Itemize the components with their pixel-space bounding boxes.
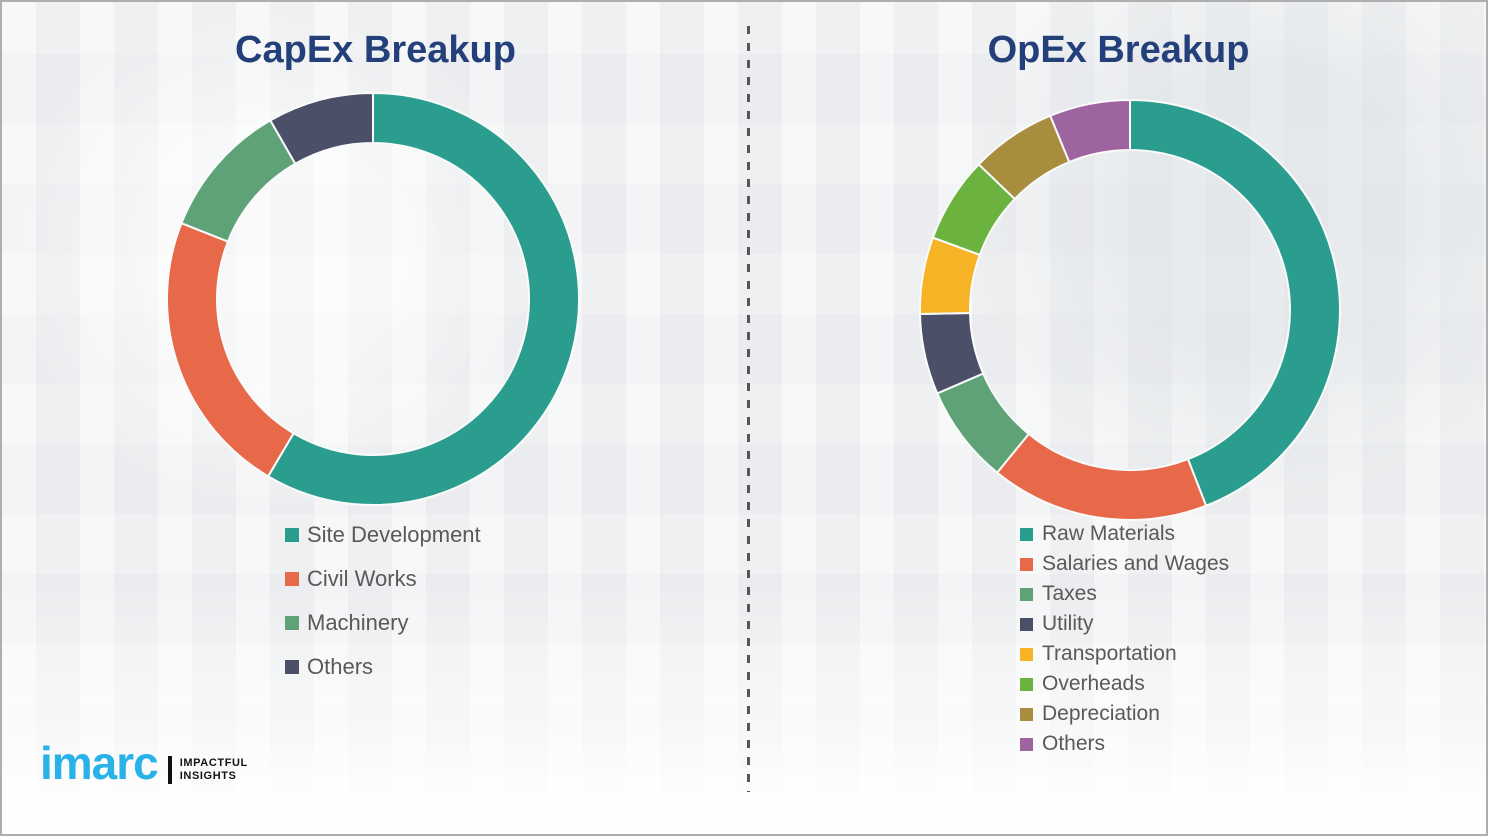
legend-item-salaries-and-wages: Salaries and Wages [1020, 549, 1229, 579]
donut-segment-civil-works [166, 221, 295, 478]
imarc-tagline-line1: IMPACTFUL [179, 757, 248, 769]
donut-segment-others [269, 91, 374, 166]
donut-segment-site-development [266, 91, 580, 506]
legend-color-swatch [285, 660, 299, 674]
dashed-divider-line [747, 26, 750, 792]
legend-color-swatch [1020, 677, 1033, 691]
legend-label: Salaries and Wages [1042, 552, 1230, 575]
legend-label: Site Development [307, 522, 481, 547]
opex-chart-title: OpEx Breakup [987, 29, 1250, 71]
legend-label: Depreciation [1042, 702, 1160, 725]
donut-segment-machinery [180, 119, 297, 243]
capex-chart-title: CapEx Breakup [235, 29, 516, 71]
opex-donut-chart [919, 98, 1341, 521]
imarc-logo-wordmark: imarc [40, 737, 159, 789]
legend-label: Overheads [1042, 672, 1145, 695]
donut-segment-others [1048, 98, 1131, 164]
legend-color-swatch [1020, 587, 1033, 601]
legend-item-civil-works: Civil Works [285, 557, 481, 601]
legend-label: Others [307, 654, 374, 679]
legend-color-swatch [285, 572, 299, 586]
legend-label: Raw Materials [1042, 522, 1176, 545]
legend-item-others: Others [285, 645, 481, 689]
imarc-logo-divider-bar [167, 756, 172, 784]
legend-color-swatch [1020, 527, 1033, 541]
imarc-logo: imarc IMPACTFUL INSIGHTS [40, 740, 248, 786]
legend-item-utility: Utility [1020, 609, 1229, 639]
legend-label: Utility [1042, 612, 1094, 635]
legend-item-raw-materials: Raw Materials [1020, 519, 1229, 549]
legend-color-swatch [1020, 557, 1033, 571]
legend-label: Machinery [307, 610, 409, 635]
legend-color-swatch [1020, 737, 1033, 751]
capex-donut-chart [166, 91, 580, 506]
imarc-logo-tagline: IMPACTFUL INSIGHTS [180, 757, 248, 783]
legend-item-others: Others [1020, 729, 1229, 759]
donut-segment-raw-materials [1129, 98, 1341, 508]
legend-color-swatch [1020, 707, 1033, 721]
opex-legend: Raw Materials Salaries and Wages Taxes Util… [1020, 519, 1229, 759]
legend-color-swatch [1020, 617, 1033, 631]
legend-label: Transportation [1042, 642, 1177, 665]
legend-color-swatch [285, 528, 299, 542]
donut-segment-salaries-and-wages [995, 432, 1208, 521]
legend-label: Civil Works [307, 566, 417, 591]
legend-item-taxes: Taxes [1020, 579, 1229, 609]
legend-item-site-development: Site Development [285, 513, 481, 557]
legend-color-swatch [1020, 647, 1033, 661]
legend-item-overheads: Overheads [1020, 669, 1229, 699]
legend-color-swatch [285, 616, 299, 630]
capex-legend: Site Development Civil Works Machinery Othe… [285, 513, 481, 689]
legend-item-depreciation: Depreciation [1020, 699, 1229, 729]
imarc-tagline-line2: INSIGHTS [179, 770, 237, 782]
legend-label: Taxes [1042, 582, 1097, 605]
legend-item-machinery: Machinery [285, 601, 481, 645]
legend-item-transportation: Transportation [1020, 639, 1229, 669]
legend-label: Others [1042, 732, 1106, 755]
